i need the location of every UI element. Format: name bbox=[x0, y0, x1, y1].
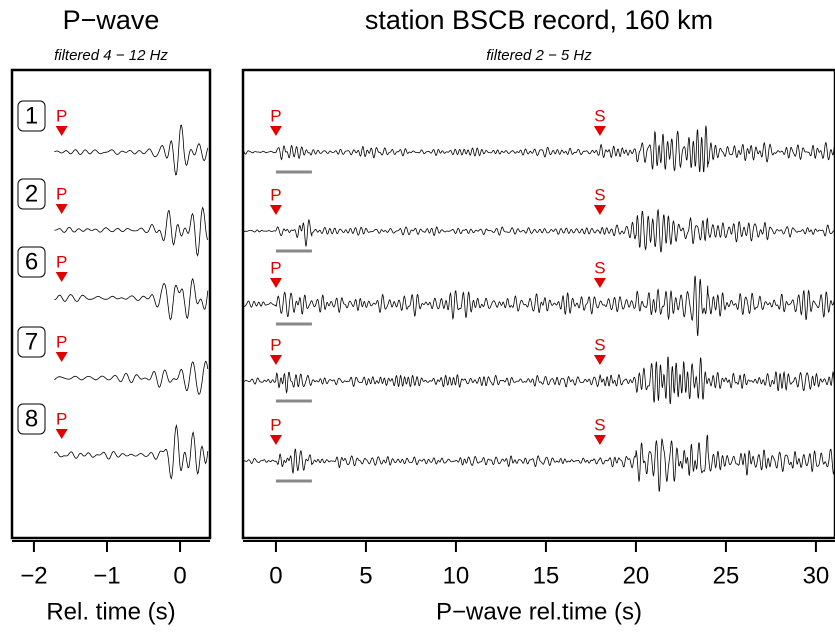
x-tick-label: −2 bbox=[20, 562, 47, 589]
x-axis-label: P−wave rel.time (s) bbox=[436, 598, 642, 625]
waveform bbox=[54, 206, 209, 257]
waveform bbox=[242, 125, 835, 173]
plot-frame bbox=[241, 68, 835, 540]
waveform bbox=[242, 434, 835, 492]
waveform bbox=[54, 360, 209, 396]
phase-marker bbox=[269, 205, 282, 215]
phase-marker bbox=[269, 278, 282, 288]
phase-marker bbox=[55, 204, 68, 214]
trace-label: 6 bbox=[25, 248, 38, 275]
waveform bbox=[242, 356, 835, 405]
x-tick-label: 25 bbox=[713, 562, 740, 589]
phase-marker bbox=[593, 205, 606, 215]
phase-marker bbox=[269, 355, 282, 365]
waveform bbox=[54, 423, 209, 480]
x-axis-label: Rel. time (s) bbox=[46, 598, 175, 625]
phase-marker bbox=[593, 126, 606, 136]
phase-label: P bbox=[56, 252, 67, 271]
trace-label-box bbox=[17, 403, 46, 435]
phase-marker bbox=[593, 355, 606, 365]
phase-label: P bbox=[270, 185, 281, 204]
phase-marker bbox=[593, 278, 606, 288]
trace-label: 1 bbox=[25, 102, 38, 129]
phase-marker bbox=[55, 272, 68, 282]
trace-label-box bbox=[17, 246, 46, 278]
phase-label: P bbox=[56, 184, 67, 203]
chart-title: station BSCB record, 160 km bbox=[365, 5, 713, 35]
phase-marker bbox=[593, 435, 606, 445]
phase-label: P bbox=[56, 106, 67, 125]
trace-label: 7 bbox=[25, 328, 38, 355]
plot-frame bbox=[10, 68, 212, 540]
phase-label: S bbox=[594, 335, 605, 354]
phase-label: P bbox=[270, 258, 281, 277]
phase-label: P bbox=[270, 415, 281, 434]
phase-label: P bbox=[56, 332, 67, 351]
chart-subtitle: filtered 4 − 12 Hz bbox=[54, 47, 168, 64]
phase-label: S bbox=[594, 258, 605, 277]
trace-label: 2 bbox=[25, 180, 38, 207]
trace-label-box bbox=[17, 100, 46, 132]
phase-label: S bbox=[594, 415, 605, 434]
phase-label: P bbox=[270, 106, 281, 125]
phase-label: P bbox=[56, 409, 67, 428]
x-tick-label: 0 bbox=[269, 562, 282, 589]
x-tick-label: −1 bbox=[93, 562, 120, 589]
phase-marker bbox=[269, 126, 282, 136]
phase-marker bbox=[269, 435, 282, 445]
x-tick-label: 20 bbox=[623, 562, 650, 589]
chart-subtitle: filtered 2 − 5 Hz bbox=[486, 47, 592, 64]
waveform bbox=[54, 124, 209, 176]
trace-label-box bbox=[17, 178, 46, 210]
x-tick-label: 15 bbox=[533, 562, 560, 589]
x-tick-label: 5 bbox=[359, 562, 372, 589]
phase-marker bbox=[55, 429, 68, 439]
x-tick-label: 10 bbox=[443, 562, 470, 589]
phase-marker bbox=[55, 352, 68, 362]
waveform bbox=[242, 275, 835, 336]
x-tick-label: 0 bbox=[173, 562, 186, 589]
x-tick-label: 30 bbox=[803, 562, 830, 589]
waveform bbox=[242, 208, 835, 253]
phase-label: P bbox=[270, 335, 281, 354]
phase-marker bbox=[55, 126, 68, 136]
chart-title: P−wave bbox=[63, 5, 160, 35]
trace-label: 8 bbox=[25, 405, 38, 432]
trace-label-box bbox=[17, 326, 46, 358]
phase-label: S bbox=[594, 106, 605, 125]
waveform bbox=[54, 278, 209, 321]
phase-label: S bbox=[594, 185, 605, 204]
